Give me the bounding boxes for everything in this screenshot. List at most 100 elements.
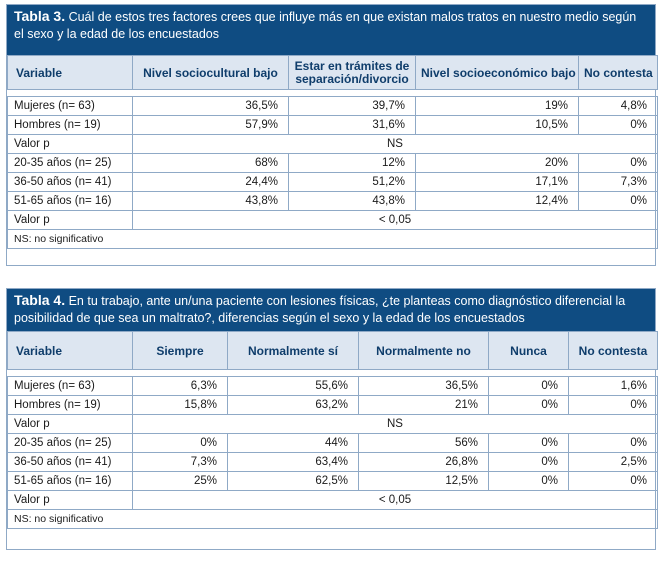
table-cell: 7,3% — [578, 172, 658, 192]
column-header: Siempre — [132, 331, 228, 370]
p-value-label: Valor p — [7, 414, 133, 434]
row-label: Mujeres (n= 63) — [7, 96, 133, 116]
row-label: 36-50 años (n= 41) — [7, 452, 133, 472]
row-label: 20-35 años (n= 25) — [7, 153, 133, 173]
column-header: Nivel sociocultural bajo — [132, 55, 289, 90]
row-label: 51-65 años (n= 16) — [7, 471, 133, 491]
table-row: Hombres (n= 19) 57,9% 31,6% 10,5% 0% — [7, 115, 658, 135]
table-cell: 43,8% — [288, 191, 416, 211]
p-value: < 0,05 — [132, 210, 658, 230]
table-cell: 1,6% — [568, 376, 658, 396]
column-header: Nunca — [488, 331, 569, 370]
table-cell: 7,3% — [132, 452, 228, 472]
table-cell: 51,2% — [288, 172, 416, 192]
table-cell: 55,6% — [227, 376, 359, 396]
p-value-row: Valor p < 0,05 — [7, 490, 658, 510]
table-cell: 24,4% — [132, 172, 289, 192]
table-4-number: Tabla 4. — [14, 292, 66, 308]
table-cell: 0% — [488, 433, 569, 453]
table-cell: 0% — [488, 471, 569, 491]
table-cell: 26,8% — [358, 452, 489, 472]
table-cell: 21% — [358, 395, 489, 415]
table-row: 20-35 años (n= 25) 0% 44% 56% 0% 0% — [7, 433, 658, 453]
table-row: 51-65 años (n= 16) 25% 62,5% 12,5% 0% 0% — [7, 471, 658, 491]
table-cell: 63,2% — [227, 395, 359, 415]
table-cell: 15,8% — [132, 395, 228, 415]
table-cell: 10,5% — [415, 115, 579, 135]
table-cell: 12,4% — [415, 191, 579, 211]
row-label: Hombres (n= 19) — [7, 395, 133, 415]
table-row: 20-35 años (n= 25) 68% 12% 20% 0% — [7, 153, 658, 173]
table-cell: 68% — [132, 153, 289, 173]
column-header: Nivel socioeconómico bajo — [415, 55, 579, 90]
table-cell: 43,8% — [132, 191, 289, 211]
p-value-row: Valor p NS — [7, 134, 658, 154]
p-value-label: Valor p — [7, 490, 133, 510]
row-label: 51-65 años (n= 16) — [7, 191, 133, 211]
table-3-number: Tabla 3. — [14, 8, 66, 24]
column-header: No contesta — [578, 55, 658, 90]
table-row: Hombres (n= 19) 15,8% 63,2% 21% 0% 0% — [7, 395, 658, 415]
table-cell: 0% — [578, 115, 658, 135]
table-cell: 0% — [578, 153, 658, 173]
table-cell: 12% — [288, 153, 416, 173]
p-value-row: Valor p < 0,05 — [7, 210, 658, 230]
p-value: NS — [132, 134, 658, 154]
table-cell: 2,5% — [568, 452, 658, 472]
table-cell: 36,5% — [358, 376, 489, 396]
table-note: NS: no significativo — [7, 229, 658, 249]
table-cell: 0% — [578, 191, 658, 211]
table-cell: 36,5% — [132, 96, 289, 116]
column-header: Variable — [7, 55, 133, 90]
table-3-grid: Variable Nivel sociocultural bajo Estar … — [7, 55, 658, 249]
table-cell: 0% — [488, 376, 569, 396]
table-4-grid: Variable Siempre Normalmente sí Normalme… — [7, 331, 658, 529]
table-cell: 44% — [227, 433, 359, 453]
row-label: Hombres (n= 19) — [7, 115, 133, 135]
p-value: < 0,05 — [132, 490, 658, 510]
table-row: 51-65 años (n= 16) 43,8% 43,8% 12,4% 0% — [7, 191, 658, 211]
table-3-title: Cuál de estos tres factores crees que in… — [14, 10, 637, 41]
table-cell: 0% — [568, 433, 658, 453]
table-cell: 6,3% — [132, 376, 228, 396]
table-cell: 31,6% — [288, 115, 416, 135]
column-header: Normalmente no — [358, 331, 489, 370]
table-cell: 56% — [358, 433, 489, 453]
table-4-title: En tu trabajo, ante un/una paciente con … — [14, 294, 626, 325]
table-3-caption: Tabla 3. Cuál de estos tres factores cre… — [7, 5, 655, 55]
column-header: No contesta — [568, 331, 658, 370]
table-row: 36-50 años (n= 41) 24,4% 51,2% 17,1% 7,3… — [7, 172, 658, 192]
table-cell: 19% — [415, 96, 579, 116]
row-label: Mujeres (n= 63) — [7, 376, 133, 396]
table-cell: 0% — [132, 433, 228, 453]
table-cell: 0% — [568, 471, 658, 491]
table-cell: 25% — [132, 471, 228, 491]
table-row: 36-50 años (n= 41) 7,3% 63,4% 26,8% 0% 2… — [7, 452, 658, 472]
table-cell: 12,5% — [358, 471, 489, 491]
table-cell: 63,4% — [227, 452, 359, 472]
table-cell: 57,9% — [132, 115, 289, 135]
table-cell: 62,5% — [227, 471, 359, 491]
table-cell: 4,8% — [578, 96, 658, 116]
table-3: Tabla 3. Cuál de estos tres factores cre… — [6, 4, 658, 266]
table-cell: 0% — [488, 395, 569, 415]
table-note: NS: no significativo — [7, 509, 658, 529]
table-cell: 17,1% — [415, 172, 579, 192]
p-value: NS — [132, 414, 658, 434]
row-label: 36-50 años (n= 41) — [7, 172, 133, 192]
table-4-caption: Tabla 4. En tu trabajo, ante un/una paci… — [7, 289, 655, 331]
row-label: 20-35 años (n= 25) — [7, 433, 133, 453]
column-header: Estar en trámites de separación/divorcio — [288, 55, 416, 90]
p-value-label: Valor p — [7, 134, 133, 154]
p-value-row: Valor p NS — [7, 414, 658, 434]
table-cell: 20% — [415, 153, 579, 173]
table-cell: 39,7% — [288, 96, 416, 116]
table-cell: 0% — [568, 395, 658, 415]
table-row: Mujeres (n= 63) 36,5% 39,7% 19% 4,8% — [7, 96, 658, 116]
column-header: Variable — [7, 331, 133, 370]
column-header: Normalmente sí — [227, 331, 359, 370]
table-4: Tabla 4. En tu trabajo, ante un/una paci… — [6, 288, 658, 550]
table-cell: 0% — [488, 452, 569, 472]
table-row: Mujeres (n= 63) 6,3% 55,6% 36,5% 0% 1,6% — [7, 376, 658, 396]
p-value-label: Valor p — [7, 210, 133, 230]
